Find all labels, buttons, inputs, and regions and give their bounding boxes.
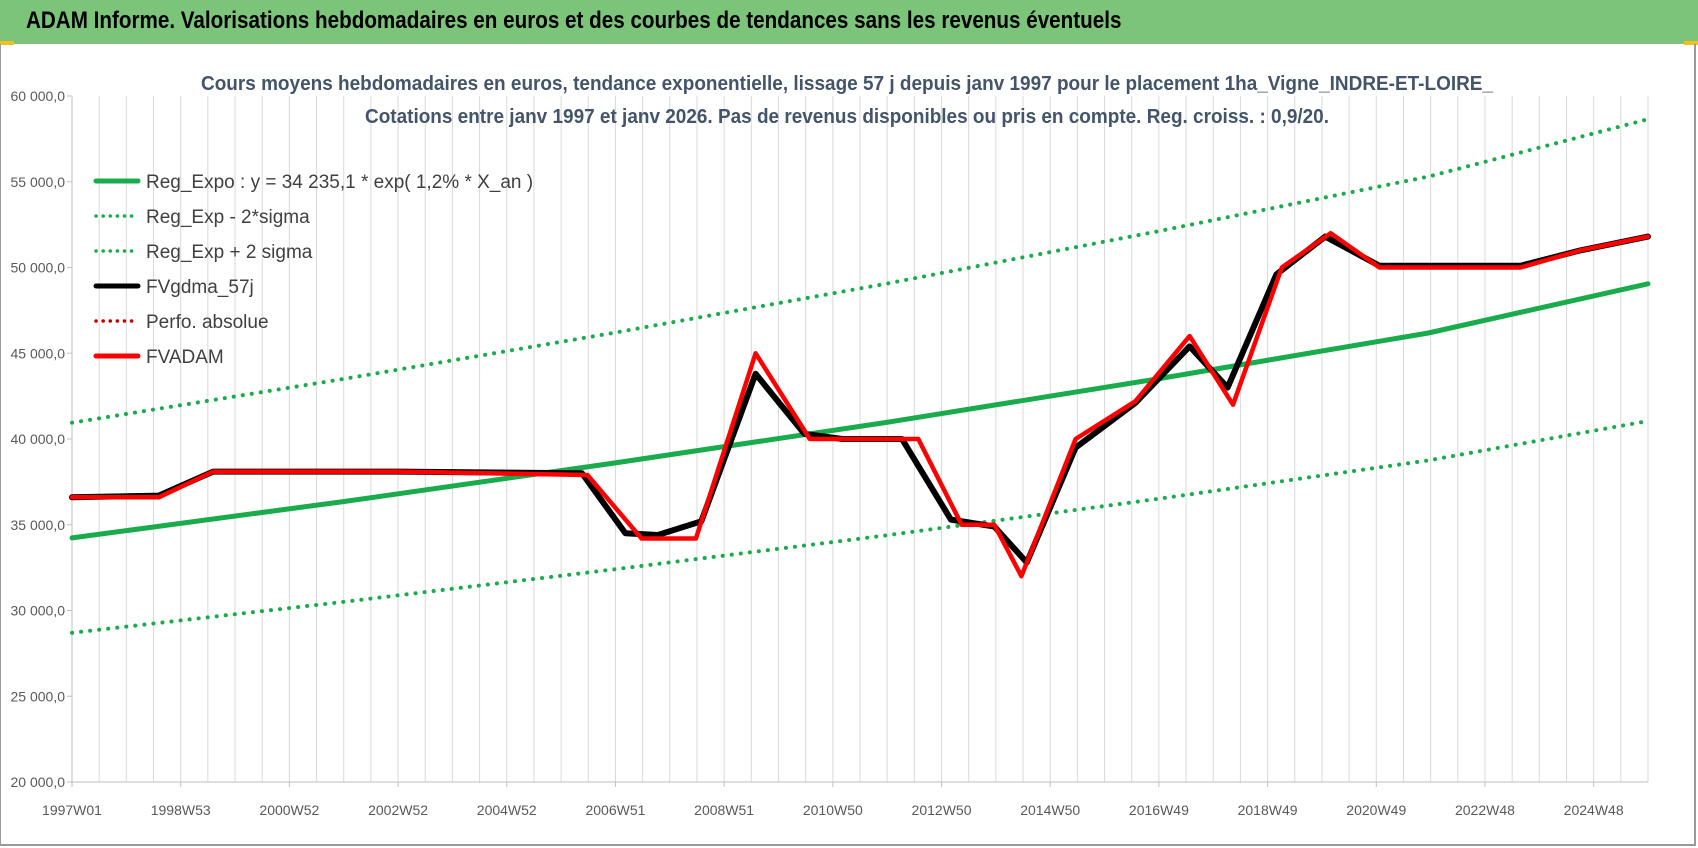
series-line-5 xyxy=(69,230,1651,579)
x-tick-label: 2008W51 xyxy=(694,802,754,818)
y-tick-label: 25 000,0 xyxy=(11,688,66,704)
x-tick-label: 2016W49 xyxy=(1129,802,1189,818)
series-line-2 xyxy=(70,117,1650,425)
y-tick-label: 60 000,0 xyxy=(11,88,66,104)
y-tick-label: 40 000,0 xyxy=(11,431,66,447)
x-tick-label: 2014W50 xyxy=(1020,802,1080,818)
y-tick-label: 50 000,0 xyxy=(11,260,66,276)
x-tick-label: 2020W49 xyxy=(1346,802,1406,818)
grid xyxy=(71,96,1649,782)
corner-marker-right xyxy=(1684,41,1698,45)
x-tick-label: 2000W52 xyxy=(259,802,319,818)
chart-subtitle: Cotations entre janv 1997 et janv 2026. … xyxy=(365,106,1329,128)
x-tick-label: 1997W01 xyxy=(42,802,102,818)
series xyxy=(69,117,1651,635)
corner-marker-left xyxy=(0,41,14,45)
legend-label: Perfo. absolue xyxy=(146,312,269,333)
x-tick-label: 2024W48 xyxy=(1564,802,1624,818)
chart-frame xyxy=(0,44,1696,846)
legend-label: FVADAM xyxy=(146,347,224,368)
y-tick-label: 20 000,0 xyxy=(11,774,66,790)
x-tick-label: 2010W50 xyxy=(803,802,863,818)
y-tick-label: 45 000,0 xyxy=(11,345,66,361)
legend-label: Reg_Exp - 2*sigma xyxy=(146,207,310,228)
y-tick-label: 35 000,0 xyxy=(11,517,66,533)
page-title: ADAM Informe. Valorisations hebdomadaire… xyxy=(26,7,1122,34)
header-bar: ADAM Informe. Valorisations hebdomadaire… xyxy=(0,0,1698,44)
series-line-1 xyxy=(70,419,1650,635)
axes: 20 000,0 25 000,0 30 000,0 35 000,0 40 000,0… xyxy=(11,88,1648,818)
series-line-0 xyxy=(69,281,1651,541)
legend-label: Reg_Expo : y = 34 235,1 * exp( 1,2% * X_… xyxy=(146,172,533,193)
x-tick-label: 2004W52 xyxy=(477,802,537,818)
legend-label: Reg_Exp + 2 sigma xyxy=(146,242,313,263)
y-tick-label: 55 000,0 xyxy=(11,174,66,190)
chart-title: Cours moyens hebdomadaires en euros, ten… xyxy=(201,73,1494,95)
x-tick-label: 2018W49 xyxy=(1238,802,1298,818)
y-tick-label: 30 000,0 xyxy=(11,603,66,619)
legend-label: FVgdma_57j xyxy=(146,277,254,298)
legend: Reg_Expo : y = 34 235,1 * exp( 1,2% * X_… xyxy=(93,172,533,368)
x-tick-label: 2002W52 xyxy=(368,802,428,818)
x-tick-label: 2012W50 xyxy=(912,802,972,818)
x-tick-label: 2006W51 xyxy=(585,802,645,818)
x-tick-label: 1998W53 xyxy=(151,802,211,818)
x-tick-label: 2022W48 xyxy=(1455,802,1515,818)
